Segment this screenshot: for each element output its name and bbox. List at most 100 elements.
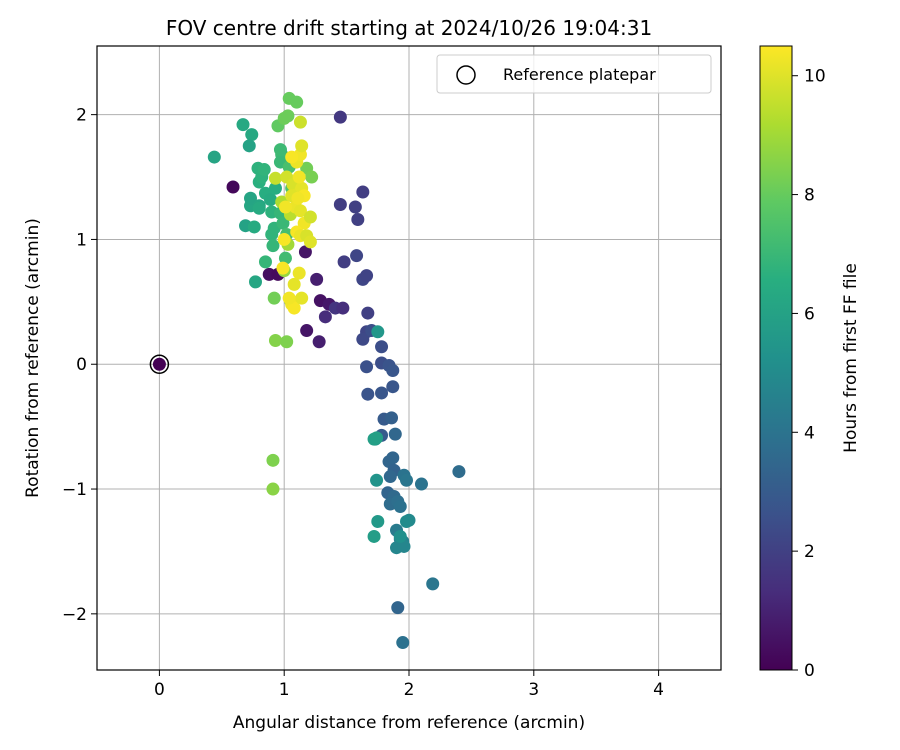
y-axis-label: Rotation from reference (arcmin) <box>23 218 43 498</box>
data-point <box>295 139 309 153</box>
data-point <box>375 340 389 354</box>
data-point <box>318 310 332 324</box>
data-point <box>273 143 287 157</box>
data-point <box>393 500 407 514</box>
data-point <box>244 191 258 205</box>
data-point <box>266 239 280 253</box>
data-point <box>278 251 292 265</box>
data-point <box>276 261 290 275</box>
data-point <box>360 360 374 374</box>
colorbar-tick-label: 10 <box>804 67 826 87</box>
x-tick-label: 4 <box>653 680 664 700</box>
data-point <box>388 427 402 441</box>
data-point <box>356 185 370 199</box>
colorbar-gradient <box>759 45 793 671</box>
data-point <box>282 291 296 305</box>
data-point <box>278 200 292 214</box>
x-tick-label: 1 <box>279 680 290 700</box>
data-point <box>295 291 309 305</box>
data-point <box>375 386 389 400</box>
data-point <box>281 109 295 123</box>
data-point <box>267 291 281 305</box>
legend: Reference platepar <box>436 54 712 94</box>
data-point <box>385 411 399 425</box>
data-point <box>287 301 301 315</box>
data-point <box>400 514 414 528</box>
data-point <box>290 95 304 109</box>
data-point <box>361 306 375 320</box>
data-point <box>383 470 397 484</box>
data-point <box>303 210 317 224</box>
x-axis-ticks: 0 1 2 3 4 <box>154 670 664 700</box>
data-point <box>337 255 351 269</box>
data-point <box>303 235 317 249</box>
data-point <box>258 255 272 269</box>
x-tick-label: 0 <box>154 680 165 700</box>
x-axis-label: Angular distance from reference (arcmin) <box>233 713 585 733</box>
data-point <box>285 150 299 164</box>
data-point <box>350 249 364 263</box>
x-tick-label: 2 <box>404 680 415 700</box>
y-axis-ticks: −2 −1 0 1 2 <box>62 106 97 625</box>
data-point <box>226 180 240 194</box>
data-point <box>266 482 280 496</box>
data-point <box>266 453 280 467</box>
colorbar-label: Hours from first FF file <box>841 263 861 453</box>
colorbar-ticks: 0 2 4 6 8 10 <box>792 67 826 681</box>
data-point <box>367 529 381 543</box>
legend-label: Reference platepar <box>503 65 656 84</box>
data-point <box>333 110 347 124</box>
data-point <box>305 170 319 184</box>
data-point <box>292 266 306 280</box>
data-point <box>333 197 347 211</box>
data-point <box>370 431 384 445</box>
data-point <box>287 277 301 291</box>
colorbar-tick-label: 6 <box>804 304 815 324</box>
colorbar-tick-label: 4 <box>804 423 815 443</box>
data-point <box>391 601 405 615</box>
data-point <box>371 325 385 339</box>
grid-lines <box>97 46 721 670</box>
y-tick-label: −2 <box>62 605 87 625</box>
chart-title: FOV centre drift starting at 2024/10/26 … <box>166 16 652 40</box>
colorbar-tick-label: 2 <box>804 542 815 562</box>
data-point <box>298 245 312 259</box>
data-point <box>361 387 375 401</box>
y-tick-label: 0 <box>76 355 87 375</box>
data-point <box>351 212 365 226</box>
data-point <box>426 577 440 591</box>
data-point <box>356 332 370 346</box>
reference-point <box>149 354 170 374</box>
colorbar-tick-label: 8 <box>804 186 815 206</box>
data-point <box>414 477 428 491</box>
data-point <box>257 163 271 177</box>
data-point <box>207 150 221 164</box>
data-point <box>386 380 400 394</box>
data-point <box>245 128 259 142</box>
data-point <box>280 335 294 349</box>
data-point <box>263 193 277 207</box>
data-point <box>360 269 374 283</box>
data-point <box>386 363 400 377</box>
data-point <box>452 465 466 479</box>
data-point <box>397 539 411 553</box>
data-point <box>393 529 407 543</box>
data-point <box>348 200 362 214</box>
legend-marker <box>456 65 476 85</box>
y-tick-label: 1 <box>76 230 87 250</box>
data-points <box>152 91 466 650</box>
data-point <box>293 115 307 129</box>
reference-dot <box>152 357 166 371</box>
data-point <box>386 451 400 465</box>
data-point <box>310 272 324 286</box>
legend-box <box>436 54 712 94</box>
data-point <box>236 118 250 132</box>
data-point <box>268 181 282 195</box>
data-point <box>371 514 385 528</box>
data-point <box>276 216 290 230</box>
data-point <box>293 204 307 218</box>
data-point <box>336 301 350 315</box>
data-point <box>400 473 414 487</box>
data-point <box>396 636 410 650</box>
y-tick-label: 2 <box>76 106 87 126</box>
